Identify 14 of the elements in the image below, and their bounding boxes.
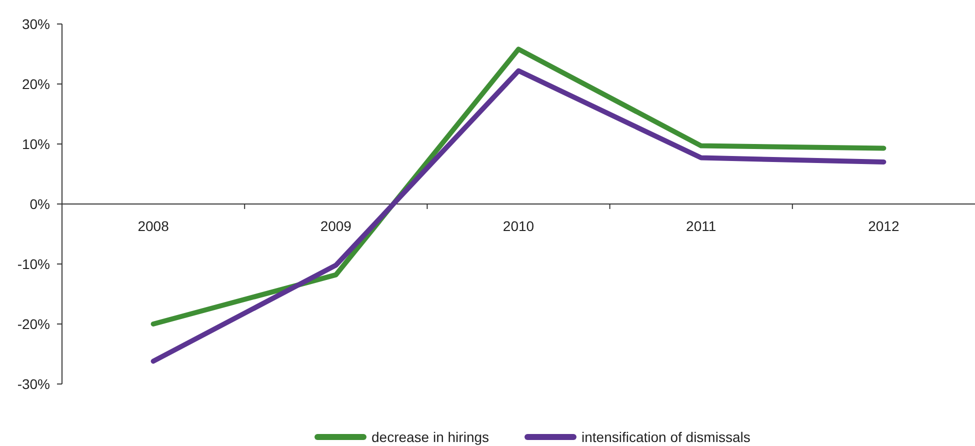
y-tick-label: 0% bbox=[30, 196, 50, 212]
x-tick-label: 2010 bbox=[502, 218, 534, 234]
y-tick-label: 20% bbox=[22, 76, 50, 92]
x-tick-label: 2009 bbox=[320, 218, 352, 234]
y-tick-label: -20% bbox=[17, 316, 50, 332]
x-tick-label: 2011 bbox=[686, 218, 716, 234]
y-tick-label: 30% bbox=[22, 16, 50, 32]
y-tick-label: -10% bbox=[17, 256, 50, 272]
legend-label: intensification of dismissals bbox=[582, 428, 750, 445]
x-tick-label: 2012 bbox=[868, 218, 900, 234]
y-tick-label: 10% bbox=[22, 136, 50, 152]
x-tick-label: 2008 bbox=[138, 218, 170, 234]
y-tick-label: -30% bbox=[17, 376, 50, 392]
legend-label: decrease in hirings bbox=[372, 428, 490, 445]
